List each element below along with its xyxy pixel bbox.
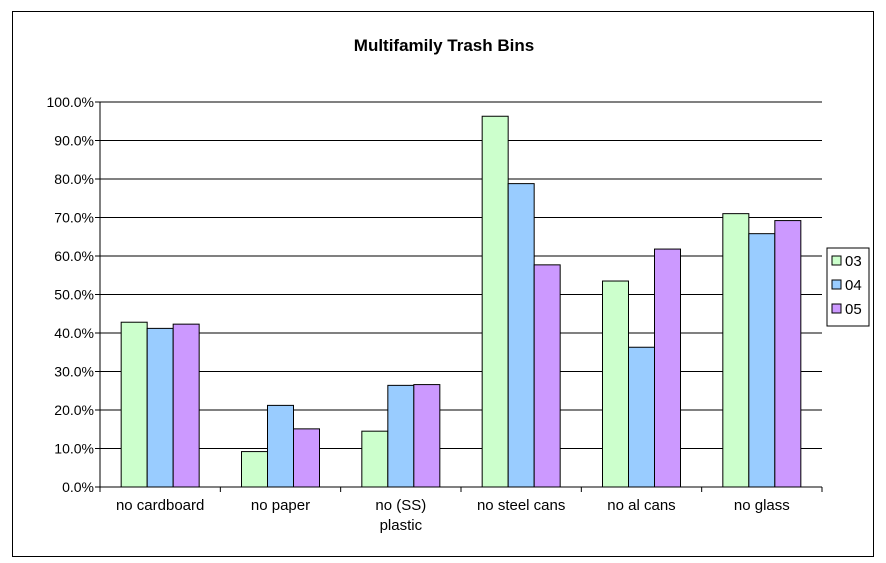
x-category-label: no cardboard [116, 497, 204, 514]
x-category-label: no steel cans [477, 497, 565, 514]
x-category-label: no paper [251, 497, 310, 514]
x-category-label: no (SS) plastic [375, 497, 426, 534]
chart-frame: Multifamily Trash Bins 0.0% 10.0% 20.0% 30.… [12, 11, 874, 557]
x-category-label: no al cans [607, 497, 675, 514]
bar-03-3 [481, 115, 509, 488]
bar-04-0 [146, 327, 174, 488]
bar-03-0 [120, 321, 148, 488]
bar-03-2 [361, 430, 389, 488]
y-tick-label: 0.0% [62, 479, 94, 495]
y-tick-label: 70.0% [54, 210, 94, 226]
bar-05-4 [654, 248, 681, 488]
bar-04-3 [507, 183, 535, 488]
bar-03-4 [602, 280, 629, 488]
y-tick-label: 10.0% [54, 441, 94, 457]
y-tick-label: 30.0% [54, 364, 94, 380]
bar-05-2 [413, 384, 441, 488]
bar-04-5 [748, 233, 776, 488]
y-tick-label: 20.0% [54, 402, 94, 418]
bar-04-2 [387, 384, 415, 488]
legend-label-04: 04 [845, 277, 862, 294]
bar-03-1 [241, 451, 268, 488]
chart-legend: 03 04 05 [826, 247, 870, 327]
bar-03-5 [722, 213, 750, 488]
y-tick-label: 60.0% [54, 248, 94, 264]
bar-05-3 [533, 264, 561, 488]
legend-label-03: 03 [845, 253, 862, 270]
y-tick-label: 80.0% [54, 171, 94, 187]
bar-05-1 [293, 428, 320, 488]
chart-title: Multifamily Trash Bins [354, 36, 534, 55]
bar-05-5 [774, 220, 802, 488]
bar-chart: Multifamily Trash Bins 0.0% 10.0% 20.0% 30.… [47, 36, 870, 534]
bar-04-4 [628, 346, 655, 488]
legend-label-05: 05 [845, 301, 862, 318]
legend-swatch-03 [831, 255, 842, 266]
y-tick-label: 100.0% [47, 94, 94, 110]
legend-swatch-04 [831, 279, 842, 290]
y-tick-label: 40.0% [54, 325, 94, 341]
y-tick-label: 90.0% [54, 133, 94, 149]
y-tick-label: 50.0% [54, 287, 94, 303]
bar-05-0 [172, 323, 200, 488]
legend-swatch-05 [831, 303, 842, 314]
x-category-label: no glass [734, 497, 790, 514]
bar-04-1 [267, 404, 294, 488]
